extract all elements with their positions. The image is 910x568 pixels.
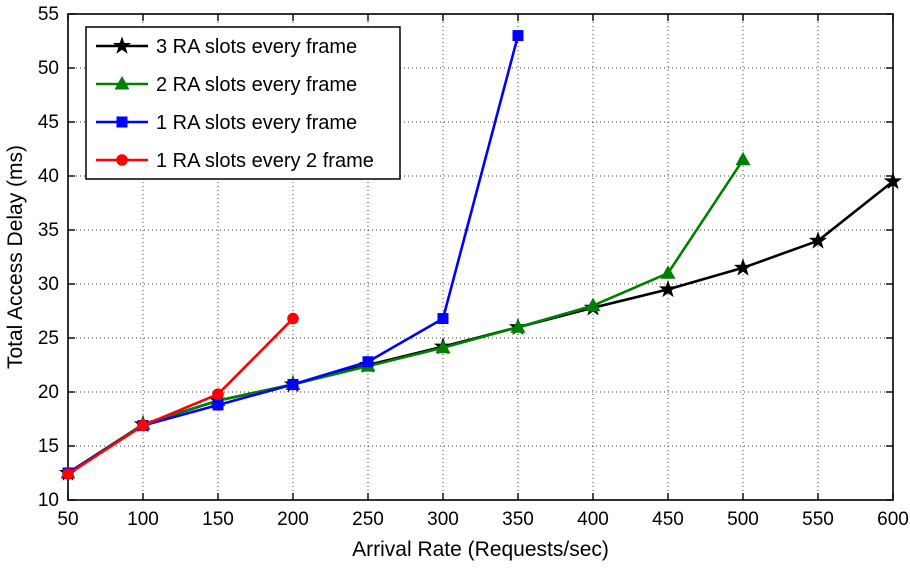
y-tick-label: 50	[38, 58, 59, 79]
series-4	[62, 312, 299, 480]
star-marker	[808, 231, 828, 249]
x-tick-label: 600	[877, 509, 909, 530]
legend-item-label: 1 RA slots every 2 frame	[156, 150, 374, 172]
legend-item-label: 3 RA slots every frame	[156, 36, 357, 58]
square-marker	[116, 116, 128, 128]
series-line	[67, 180, 894, 475]
y-axis-label: Total Access Delay (ms)	[4, 145, 27, 369]
x-tick-label: 450	[652, 509, 684, 530]
triangle-marker	[510, 319, 526, 333]
triangle-marker	[435, 339, 451, 354]
triangle-marker	[585, 297, 601, 312]
circle-marker	[137, 419, 149, 432]
square-marker	[287, 378, 299, 390]
x-tick-label: 500	[727, 509, 759, 530]
circle-marker	[287, 312, 299, 325]
y-tick-label: 25	[38, 328, 59, 349]
star-marker	[733, 258, 753, 276]
star-marker	[658, 279, 678, 298]
y-tick-label: 40	[38, 166, 59, 187]
x-tick-label: 550	[802, 509, 834, 530]
square-marker	[362, 356, 374, 368]
legend-item: 1 RA slots every 2 frame	[96, 150, 374, 172]
star-marker	[112, 36, 132, 54]
x-tick-label: 200	[277, 509, 309, 530]
y-tick-label: 55	[38, 4, 59, 25]
triangle-marker	[114, 76, 130, 90]
circle-marker	[116, 154, 128, 166]
y-tick-label: 15	[38, 436, 59, 457]
x-tick-label: 50	[57, 509, 78, 530]
series-line	[67, 159, 745, 475]
y-tick-label: 45	[38, 112, 59, 133]
y-tick-label: 20	[38, 382, 59, 403]
x-tick-label: 100	[127, 509, 159, 530]
y-tick-label: 30	[38, 274, 59, 295]
x-tick-label: 400	[577, 509, 609, 530]
x-axis-label: Arrival Rate (Requests/sec)	[352, 538, 609, 561]
series-2	[60, 151, 751, 479]
legend-item: 3 RA slots every frame	[96, 36, 357, 58]
circle-marker	[62, 468, 74, 480]
star-marker	[883, 171, 903, 190]
circle-marker	[212, 388, 224, 400]
x-tick-label: 300	[427, 509, 459, 530]
legend: 3 RA slots every frame 2 RA slots every f…	[85, 26, 401, 180]
triangle-marker	[660, 265, 676, 279]
x-tick-label: 250	[352, 509, 384, 530]
legend-item-label: 1 RA slots every frame	[156, 112, 357, 134]
series-line	[67, 317, 294, 476]
series-1	[58, 171, 903, 481]
x-tick-label: 350	[502, 509, 534, 530]
y-tick-label: 35	[38, 220, 59, 241]
legend-item-label: 2 RA slots every frame	[156, 74, 357, 96]
x-tick-label: 150	[202, 509, 234, 530]
legend-box	[85, 26, 401, 180]
square-marker	[437, 313, 449, 325]
square-marker	[512, 30, 524, 42]
legend-item: 2 RA slots every frame	[96, 74, 357, 96]
plot-border	[67, 13, 894, 501]
triangle-marker	[735, 151, 751, 166]
y-tick-label: 10	[38, 490, 59, 511]
square-marker	[212, 399, 224, 411]
legend-item: 1 RA slots every frame	[96, 112, 357, 134]
